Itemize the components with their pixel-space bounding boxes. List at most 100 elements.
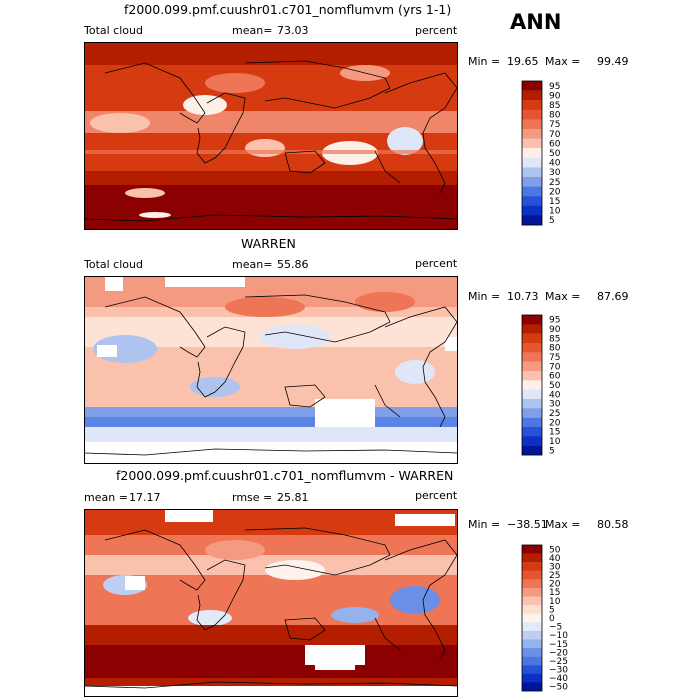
colorbar-swatch (522, 352, 542, 362)
colorbar-swatch (522, 587, 542, 597)
panel1-mean-value: 73.03 (277, 24, 309, 37)
colorbar-tick-label: −5 (549, 623, 562, 633)
colorbar-swatch (522, 399, 542, 409)
panel1-min-value: 19.65 (507, 55, 539, 68)
panel3-rmse-value: 25.81 (277, 491, 309, 504)
colorbar-swatch (522, 630, 542, 640)
colorbar-swatch (522, 81, 542, 91)
colorbar-swatch (522, 343, 542, 353)
colorbar-tick-label: 30 (549, 168, 561, 178)
colorbar-tick-label: 50 (549, 149, 561, 159)
colorbar-swatch (522, 119, 542, 130)
colorbar-tick-label: 70 (549, 130, 561, 140)
colorbar-tick-label: 75 (549, 353, 560, 363)
colorbar-swatch (522, 562, 542, 571)
colorbar-tick-label: 80 (549, 111, 561, 121)
colorbar-tick-label: 85 (549, 334, 560, 344)
colorbar-tick-label: 0 (549, 614, 555, 624)
colorbar-tick-label: 70 (549, 362, 561, 372)
panel3-mean-label: mean = (84, 491, 128, 504)
colorbar-tick-label: 5 (549, 446, 555, 456)
panel2-map (84, 276, 458, 464)
colorbar-tick-label: 15 (549, 428, 560, 438)
colorbar-tick-label: 95 (549, 316, 560, 326)
panel1-max-value: 99.49 (597, 55, 629, 68)
colorbar-tick-label: 90 (549, 91, 561, 101)
panel1-variable: Total cloud (84, 24, 143, 37)
panel2-max-value: 87.69 (597, 290, 629, 303)
colorbar-swatch (522, 333, 542, 344)
colorbar-tick-label: 60 (549, 372, 561, 382)
colorbar-swatch (522, 665, 542, 675)
colorbar-swatch (522, 324, 542, 334)
colorbar-swatch (522, 639, 542, 649)
colorbar-swatch (522, 148, 542, 158)
colorbar-border (521, 80, 543, 226)
colorbar-swatch (522, 436, 542, 446)
panel1-colorbar: 95 90 85 80 75 70 60 50 40 30 25 20 15 10 5 (521, 80, 582, 226)
colorbar-tick-label: 25 (549, 178, 560, 188)
colorbar-swatch (522, 682, 542, 692)
colorbar-tick-label: 40 (549, 554, 561, 564)
colorbar-swatch (522, 138, 542, 149)
colorbar-swatch (522, 656, 542, 666)
colorbar-swatch (522, 596, 542, 606)
colorbar-swatch (522, 553, 542, 563)
colorbar-swatch (522, 129, 542, 139)
colorbar-tick-label: −10 (549, 631, 568, 641)
colorbar-tick-label: 90 (549, 325, 561, 335)
colorbar-tick-label: 10 (549, 437, 561, 447)
colorbar-border (521, 544, 543, 692)
panel3-max-value: 80.58 (597, 518, 629, 531)
colorbar-tick-label: 85 (549, 101, 560, 111)
panel2-variable: Total cloud (84, 258, 143, 271)
panel3-colorbar: 50 40 30 25 20 15 10 5 0 −5 −10 −15 −20 −25 −30 −40 −50 (521, 544, 582, 693)
panel2-colorbar: 95 90 85 80 75 70 60 50 40 30 25 20 15 10 5 (521, 314, 582, 456)
panel1-map (84, 42, 458, 230)
colorbar-swatch (522, 361, 542, 372)
colorbar-swatch (522, 408, 542, 418)
colorbar-swatch (522, 389, 542, 400)
panel2-title: WARREN (241, 236, 296, 251)
colorbar-tick-label: 50 (549, 381, 561, 391)
panel3-min-label: Min = (468, 518, 501, 531)
panel2-units: percent (415, 257, 458, 270)
colorbar-tick-label: −25 (549, 657, 568, 667)
colorbar-swatch (522, 371, 542, 381)
colorbar-swatch (522, 648, 542, 657)
panel3-units: percent (415, 489, 458, 502)
colorbar-swatch (522, 417, 542, 428)
colorbar-swatch (522, 380, 542, 390)
colorbar-tick-label: −20 (549, 648, 568, 658)
colorbar-swatch (522, 177, 542, 187)
colorbar-tick-label: −50 (549, 683, 568, 693)
colorbar-tick-label: 25 (549, 571, 560, 581)
panel1-mean-label: mean= (232, 24, 273, 37)
colorbar-tick-label: 50 (549, 545, 561, 555)
colorbar-swatch (522, 315, 542, 325)
panel2-min-label: Min = (468, 290, 501, 303)
panel2-min-value: 10.73 (507, 290, 539, 303)
colorbar-swatch (522, 167, 542, 178)
panel2-max-label: Max = (545, 290, 581, 303)
panel1-min-label: Min = (468, 55, 501, 68)
panel3-rmse-label: rmse = (232, 491, 273, 504)
colorbar-tick-label: −40 (549, 674, 568, 684)
colorbar-swatch (522, 613, 542, 623)
colorbar-swatch (522, 579, 542, 589)
panel2-mean-label: mean= (232, 258, 273, 271)
colorbar-tick-label: 40 (549, 390, 561, 400)
colorbar-tick-label: 25 (549, 409, 560, 419)
colorbar-swatch (522, 570, 542, 580)
season-label: ANN (510, 10, 562, 34)
colorbar-swatch (522, 445, 542, 456)
colorbar-tick-label: 10 (549, 207, 561, 217)
colorbar-tick-label: 40 (549, 159, 561, 169)
colorbar-tick-label: 30 (549, 562, 561, 572)
colorbar-tick-label: 20 (549, 187, 561, 197)
colorbar-tick-label: 20 (549, 580, 561, 590)
colorbar-tick-label: 5 (549, 216, 555, 226)
colorbar-tick-label: 5 (549, 605, 555, 615)
colorbar-tick-label: 60 (549, 139, 561, 149)
colorbar-tick-label: 10 (549, 597, 561, 607)
